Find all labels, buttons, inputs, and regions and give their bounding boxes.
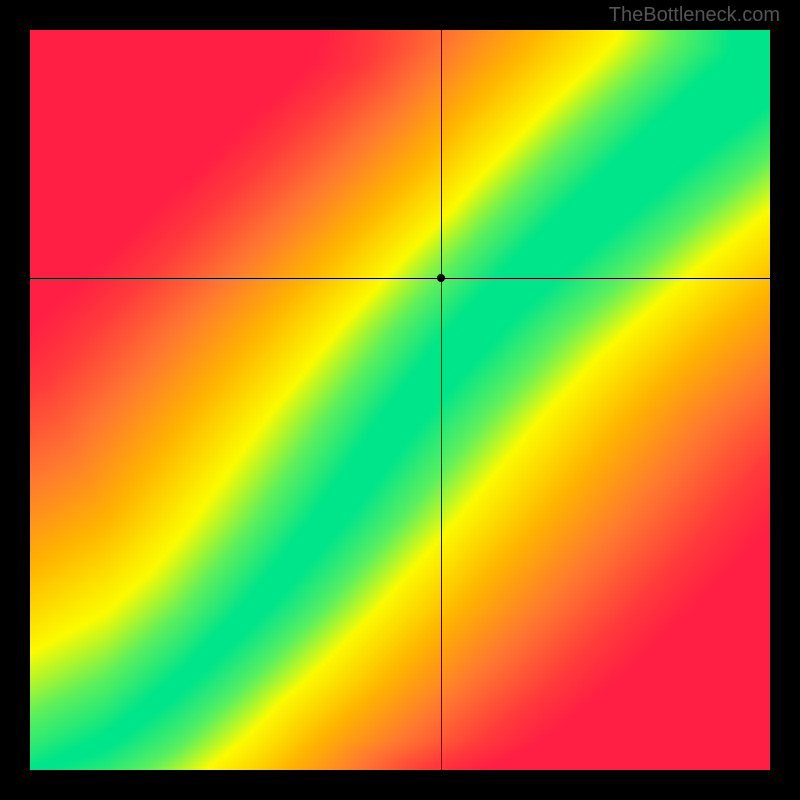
watermark-text: TheBottleneck.com	[609, 4, 780, 27]
heatmap-canvas	[30, 30, 770, 770]
bottleneck-heatmap	[30, 30, 770, 770]
crosshair-horizontal	[30, 278, 770, 279]
crosshair-vertical	[441, 30, 442, 770]
crosshair-marker	[437, 274, 445, 282]
